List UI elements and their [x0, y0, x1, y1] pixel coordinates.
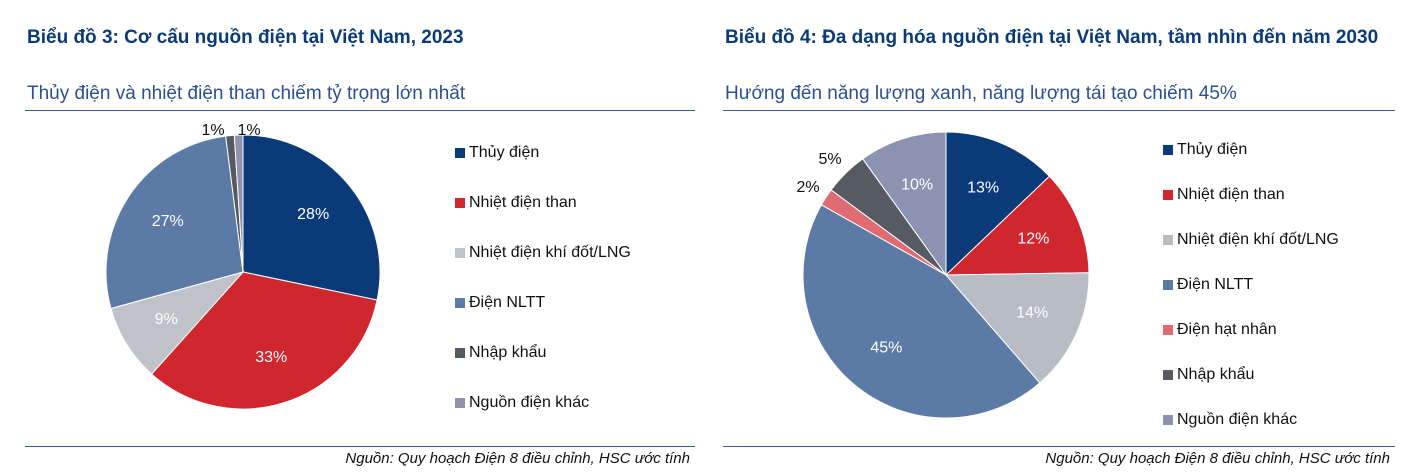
pie-slice: [802, 204, 1041, 419]
legend-label: Điện hạt nhân: [1177, 321, 1277, 338]
legend-swatch: [1163, 415, 1173, 425]
chart-title: Biểu đồ 3: Cơ cấu nguồn điện tại Việt Na…: [27, 27, 464, 48]
legend-swatch: [1163, 280, 1173, 290]
rule: [723, 446, 1395, 447]
data-label: 1%: [237, 122, 260, 139]
data-label: 12%: [1017, 230, 1049, 247]
legend-label: Nhiệt điện khí đốt/LNG: [1177, 231, 1339, 248]
data-label: 33%: [255, 349, 287, 366]
legend-swatch: [1163, 190, 1173, 200]
pie-slice: [861, 131, 947, 277]
legend-swatch: [455, 398, 465, 408]
legend-swatch: [1163, 145, 1173, 155]
legend-label: Thủy điện: [469, 144, 539, 161]
data-label: 5%: [818, 151, 841, 168]
data-label: 2%: [796, 179, 819, 196]
chart-subtitle: Hướng đến năng lượng xanh, năng lượng tá…: [725, 83, 1237, 104]
legend-label: Nguồn điện khác: [469, 394, 589, 411]
legend-swatch: [455, 198, 465, 208]
pie-slice: [150, 271, 378, 410]
legend-label: Nhiệt điện than: [469, 194, 577, 211]
legend-label: Điện NLTT: [469, 294, 545, 311]
legend-label: Nhiệt điện than: [1177, 186, 1285, 203]
data-label: 13%: [967, 179, 999, 196]
data-label: 27%: [152, 213, 184, 230]
pie-slice: [110, 271, 245, 375]
legend-swatch: [455, 348, 465, 358]
legend-swatch: [455, 248, 465, 258]
chart-subtitle: Thủy điện và nhiệt điện than chiếm tỷ tr…: [27, 83, 466, 104]
legend-label: Nhập khẩu: [1177, 365, 1254, 383]
legend-label: Nhập khẩu: [469, 343, 546, 361]
rule: [25, 446, 695, 447]
data-label: 45%: [870, 339, 902, 356]
pie-slice: [944, 272, 1090, 384]
data-label: 9%: [155, 311, 178, 328]
data-label: 14%: [1016, 305, 1048, 322]
chart-title: Biểu đồ 4: Đa dạng hóa nguồn điện tại Vi…: [725, 27, 1379, 48]
pie-slice: [105, 135, 244, 310]
source: Nguồn: Quy hoạch Điện 8 điều chỉnh, HSC …: [345, 450, 690, 467]
legend-swatch: [1163, 235, 1173, 245]
legend-swatch: [455, 298, 465, 308]
legend-label: Nhiệt điện khí đốt/LNG: [469, 244, 631, 261]
pie-slice: [945, 131, 1051, 277]
data-label: 1%: [201, 122, 224, 139]
legend-swatch: [1163, 325, 1173, 335]
legend-swatch: [455, 148, 465, 158]
source: Nguồn: Quy hoạch Điện 8 điều chỉnh, HSC …: [1045, 450, 1390, 467]
pie-slice: [944, 175, 1090, 276]
data-label: 10%: [901, 176, 933, 193]
legend-label: Nguồn điện khác: [1177, 411, 1297, 428]
legend-label: Điện NLTT: [1177, 276, 1253, 293]
rule: [25, 110, 695, 111]
legend-swatch: [1163, 370, 1173, 380]
pie-slice: [242, 134, 381, 301]
rule: [723, 110, 1395, 111]
legend-label: Thủy điện: [1177, 141, 1247, 158]
pie-slice: [233, 134, 244, 273]
data-label: 28%: [297, 206, 329, 223]
